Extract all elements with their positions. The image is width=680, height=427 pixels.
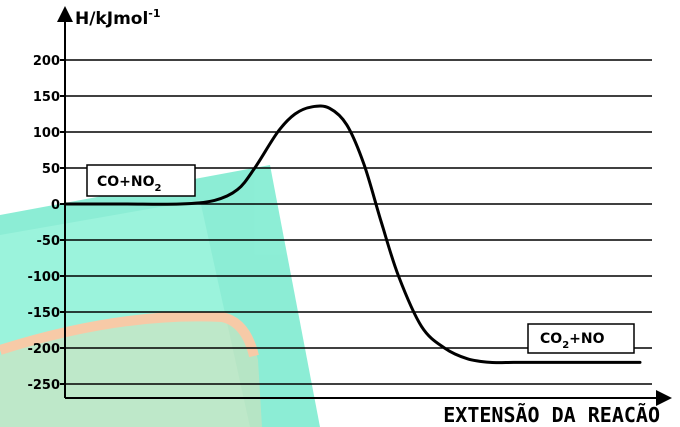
reactants-label: CO+NO2 xyxy=(86,164,196,197)
x-axis-label: EXTENSÃO DA REACÃO xyxy=(443,403,660,427)
y-tick-label: 150 xyxy=(33,90,60,105)
svg-text:CO2+NO: CO2+NO xyxy=(540,331,605,351)
y-tick-label: 200 xyxy=(33,54,60,69)
decorative-overlay xyxy=(0,165,320,427)
y-tick-label: 50 xyxy=(42,162,60,177)
y-tick-label: 100 xyxy=(33,126,60,141)
y-tick-label: -250 xyxy=(27,378,60,393)
products-label: CO2+NO xyxy=(527,323,635,354)
y-axis-label: H/kJmol-1 xyxy=(75,7,161,29)
y-tick-label: -200 xyxy=(27,342,60,357)
svg-text:CO+NO2: CO+NO2 xyxy=(97,174,162,194)
y-tick-labels: 200 150 100 50 0 -50 -100 -150 -200 -250 xyxy=(27,54,60,393)
energy-curve xyxy=(63,104,642,365)
y-tick-label: -50 xyxy=(37,234,61,249)
y-tick-label: 0 xyxy=(51,198,60,213)
y-tick-label: -150 xyxy=(27,306,60,321)
y-tick-label: -100 xyxy=(27,270,60,285)
